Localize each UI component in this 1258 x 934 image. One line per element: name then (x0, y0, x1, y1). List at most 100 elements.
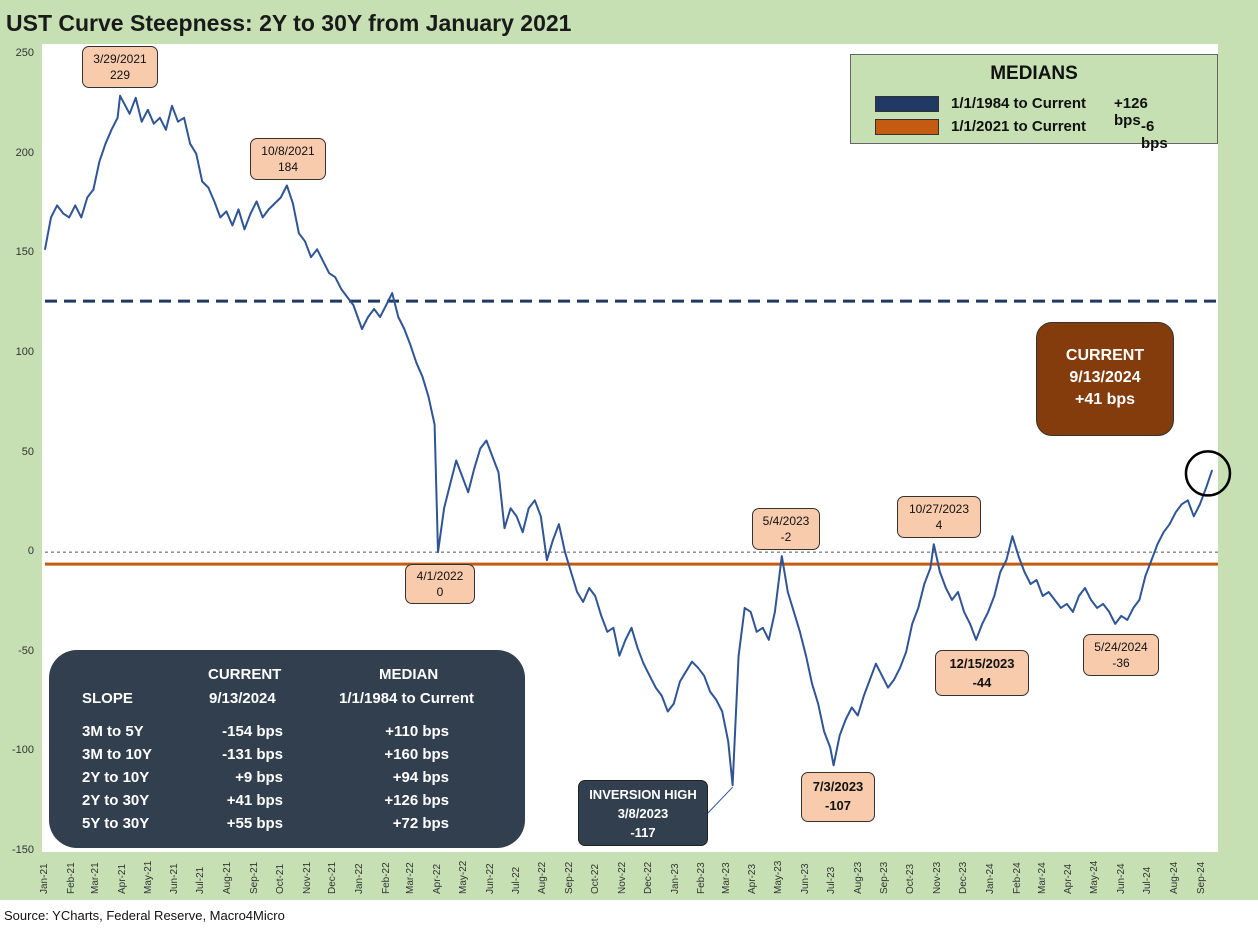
data-point (491, 455, 494, 458)
header-slope: SLOPE (82, 690, 133, 707)
data-point (863, 694, 865, 697)
slope-table: CURRENT MEDIAN SLOPE 9/13/2024 1/1/1984 … (49, 650, 525, 848)
data-point (917, 607, 920, 609)
data-point (624, 639, 627, 641)
data-point (933, 543, 935, 545)
data-point (881, 674, 883, 677)
data-point (153, 122, 155, 125)
data-point (104, 142, 107, 145)
data-point (1120, 615, 1123, 617)
annotation-date: 3/8/2023 (617, 806, 669, 821)
x-tick-label: Nov-21 (301, 861, 313, 894)
slope-row-current: -154 bps (222, 723, 283, 740)
x-tick-label: Jan-24 (984, 863, 996, 894)
x-tick-label: Feb-22 (381, 862, 393, 894)
slope-row-current: +55 bps (226, 815, 283, 832)
data-point (44, 248, 46, 251)
data-point (231, 224, 234, 227)
data-point (1047, 591, 1050, 593)
current-date: 9/13/2024 (1069, 369, 1141, 386)
y-tick-label: -100 (11, 744, 34, 757)
y-tick-label: 250 (15, 47, 34, 59)
data-point (875, 662, 877, 665)
data-point (237, 208, 240, 211)
data-point (1035, 579, 1038, 581)
annotation-value: -107 (824, 798, 852, 813)
x-tick-label: Aug-21 (222, 861, 234, 894)
data-point (905, 651, 907, 653)
data-point (899, 666, 901, 669)
data-point (1011, 535, 1014, 537)
x-tick-label: Apr-21 (116, 863, 128, 894)
legend-value-1984: +126 bps (1114, 95, 1148, 129)
x-tick-label: Sep-21 (248, 861, 260, 894)
data-point (546, 559, 548, 561)
annotation-value: -2 (780, 530, 792, 544)
data-point (612, 627, 615, 629)
data-point (316, 248, 318, 251)
chart-title: UST Curve Steepness: 2Y to 30Y from Janu… (6, 10, 572, 36)
x-tick-label: Jul-22 (510, 866, 522, 894)
data-point (582, 601, 584, 603)
data-point (727, 740, 729, 743)
data-point (703, 674, 705, 677)
data-point (361, 328, 363, 330)
data-point (987, 611, 989, 613)
data-point (660, 694, 663, 697)
data-point (851, 706, 853, 709)
data-point (1150, 559, 1153, 561)
x-tick-label: Jul-24 (1142, 866, 1154, 894)
data-point (443, 507, 445, 510)
data-point (823, 730, 825, 733)
data-point (1029, 583, 1032, 585)
data-point (274, 202, 276, 205)
data-point (957, 591, 959, 593)
data-point (340, 288, 343, 290)
x-tick-label: Jun-22 (484, 863, 496, 894)
data-point (762, 627, 764, 629)
annotation-date: 5/4/2023 (762, 514, 810, 528)
data-point (691, 660, 693, 663)
x-tick-label: Aug-22 (537, 861, 549, 894)
data-point (929, 567, 932, 569)
slope-row-median: +160 bps (384, 746, 449, 763)
data-point (292, 202, 294, 205)
slope-row-label: 3M to 5Y (82, 723, 144, 740)
data-point (594, 595, 596, 597)
annotation-5-4-2023: 5/4/2023 -2 (752, 508, 820, 550)
data-point (352, 304, 355, 306)
y-tick-label: 50 (21, 445, 34, 458)
data-point (857, 714, 859, 717)
annotation-date: 10/27/2023 (908, 502, 970, 516)
data-point (322, 260, 324, 263)
header-median-range: 1/1/1984 to Current (339, 690, 475, 707)
data-point (403, 328, 406, 330)
x-tick-label: Feb-24 (1011, 862, 1023, 894)
data-point (774, 611, 776, 613)
x-tick-label: Jul-23 (825, 866, 837, 894)
y-tick-label: 200 (15, 146, 34, 159)
legend-label-1984: 1/1/1984 to Current (951, 95, 1087, 112)
data-point (243, 228, 246, 231)
x-tick-label: Dec-23 (958, 861, 970, 894)
data-point (310, 256, 312, 259)
data-point (280, 196, 282, 199)
x-tick-label: Jan-21 (39, 863, 50, 894)
data-point (654, 686, 657, 689)
annotation-date: 5/24/2024 (1094, 640, 1148, 654)
x-tick-label: May-24 (1089, 860, 1101, 894)
x-tick-label: May-21 (142, 860, 154, 894)
data-point (437, 551, 439, 553)
data-point (1205, 487, 1207, 490)
data-point (177, 120, 179, 123)
data-point (219, 216, 222, 219)
data-point (86, 196, 89, 199)
annotation-date: 7/3/2023 (812, 779, 864, 794)
data-point (1090, 599, 1092, 601)
data-point (1193, 515, 1195, 518)
x-tick-label: Mar-21 (89, 862, 101, 894)
data-point (479, 447, 482, 450)
data-point (433, 423, 436, 426)
x-tick-label: Mar-23 (720, 862, 732, 894)
x-tick-label: Apr-24 (1063, 863, 1075, 894)
